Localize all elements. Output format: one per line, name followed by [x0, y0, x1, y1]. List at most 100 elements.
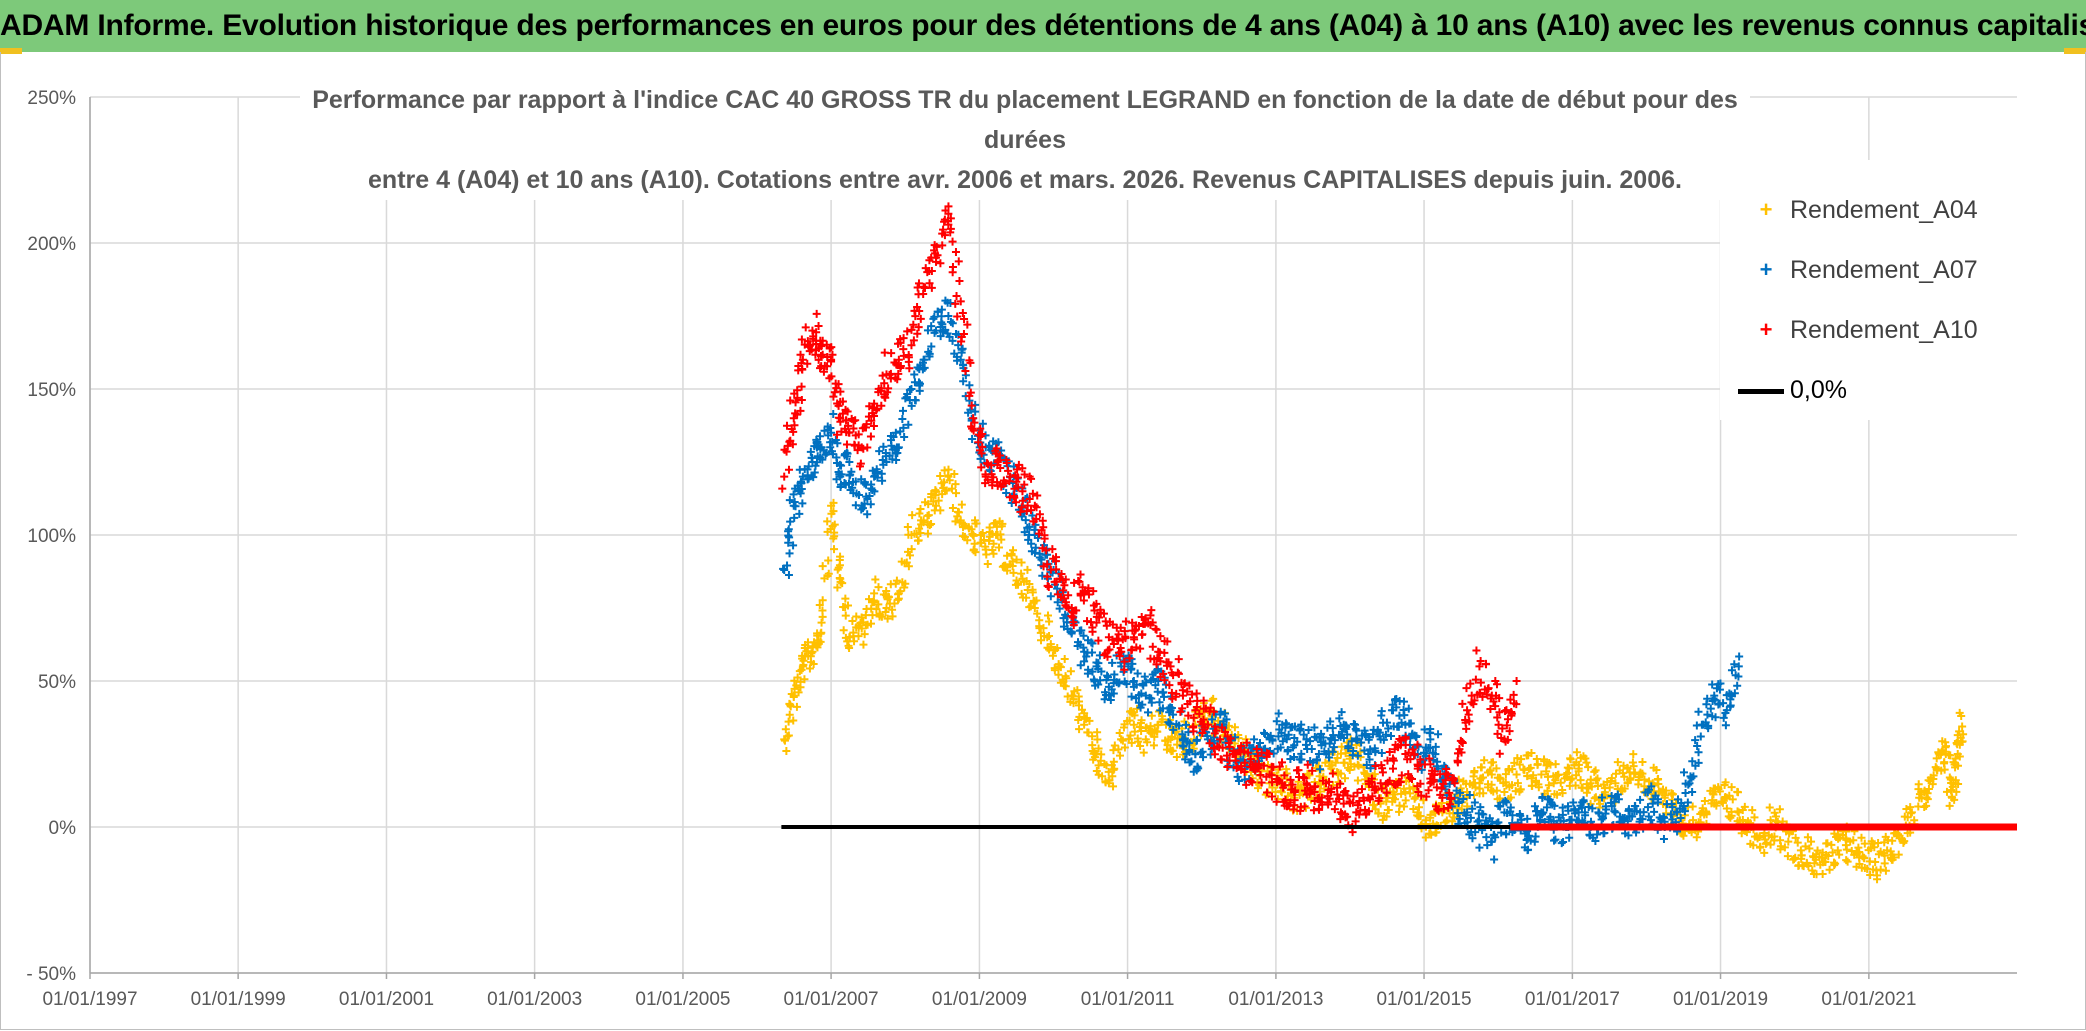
data-point [1719, 713, 1728, 722]
data-point [822, 448, 831, 457]
data-point [1132, 643, 1141, 652]
data-point [1584, 803, 1593, 812]
data-point [988, 545, 997, 554]
data-point [825, 374, 834, 383]
data-point [1364, 750, 1373, 758]
data-point [796, 350, 805, 359]
data-point [936, 259, 945, 268]
data-point [1356, 806, 1365, 815]
data-point [1079, 631, 1088, 640]
data-point [915, 379, 924, 388]
data-point [1411, 793, 1420, 802]
data-point [1533, 811, 1542, 820]
data-point [1639, 808, 1648, 817]
data-point [1178, 704, 1187, 713]
data-point [1114, 636, 1123, 645]
data-point [919, 516, 928, 525]
data-point [841, 594, 850, 603]
data-point [983, 559, 992, 568]
data-point [959, 377, 968, 386]
data-point [836, 482, 845, 491]
data-point [1527, 749, 1536, 758]
data-point [1317, 741, 1326, 750]
data-point [1730, 660, 1739, 669]
data-point [1425, 728, 1434, 737]
data-point [1448, 817, 1457, 826]
data-point [1179, 742, 1188, 751]
x-tick-label: 01/01/2017 [1525, 989, 1620, 1010]
data-point [992, 444, 1001, 453]
data-point [1620, 784, 1629, 793]
data-point [1023, 565, 1032, 574]
data-point [1296, 724, 1305, 733]
data-point [940, 231, 949, 240]
data-point [1459, 794, 1468, 803]
data-point [1424, 786, 1433, 795]
data-point [1481, 659, 1490, 668]
data-point [1490, 855, 1499, 864]
data-point [1397, 771, 1406, 780]
data-point [1805, 844, 1814, 853]
data-point [1109, 640, 1118, 649]
data-point [1479, 773, 1487, 782]
data-point [933, 307, 942, 316]
data-point [900, 433, 909, 442]
data-point [956, 355, 965, 364]
data-point [1336, 815, 1345, 824]
data-point [792, 681, 801, 690]
data-point [1397, 736, 1406, 745]
data-point [810, 468, 819, 477]
data-point [845, 458, 854, 466]
data-point [1186, 697, 1195, 706]
data-point [972, 519, 981, 528]
data-point [1766, 840, 1775, 849]
data-point [1479, 789, 1488, 798]
data-point [1300, 774, 1309, 783]
data-point [877, 612, 886, 621]
data-point [868, 466, 877, 475]
data-point [1715, 699, 1724, 708]
data-point [1629, 762, 1638, 771]
data-point [1080, 720, 1089, 729]
data-point [1066, 667, 1075, 676]
data-point [1482, 690, 1491, 699]
data-point [1613, 758, 1622, 767]
data-point [876, 386, 885, 395]
data-point [1364, 807, 1373, 816]
data-point [958, 309, 967, 318]
data-point [1593, 781, 1602, 790]
data-point [783, 441, 792, 450]
data-point [798, 365, 807, 374]
data-point [891, 428, 900, 437]
data-point [1264, 749, 1273, 758]
data-point [1710, 695, 1719, 704]
data-point [1564, 806, 1573, 815]
data-point [1660, 813, 1669, 822]
data-point [894, 444, 903, 453]
data-point [1506, 807, 1515, 816]
data-point [1643, 803, 1652, 812]
data-point [1300, 802, 1309, 811]
data-point [890, 358, 899, 367]
data-point [1116, 623, 1125, 632]
data-point [782, 746, 791, 755]
data-point [966, 358, 975, 367]
data-point [817, 618, 826, 627]
data-point [1274, 709, 1283, 718]
data-point [989, 473, 998, 482]
data-point [1413, 760, 1422, 769]
data-point [790, 676, 799, 685]
data-point [1075, 725, 1084, 734]
data-point [1607, 802, 1616, 811]
data-point [1940, 765, 1949, 774]
data-point [798, 499, 807, 508]
data-point [784, 525, 793, 534]
data-point [1240, 768, 1249, 777]
data-point [797, 335, 806, 344]
data-point [1028, 489, 1037, 498]
data-point [1900, 837, 1909, 846]
data-point [1073, 686, 1082, 695]
data-point [1219, 717, 1228, 726]
data-point [1185, 739, 1194, 748]
data-point [1566, 775, 1575, 784]
